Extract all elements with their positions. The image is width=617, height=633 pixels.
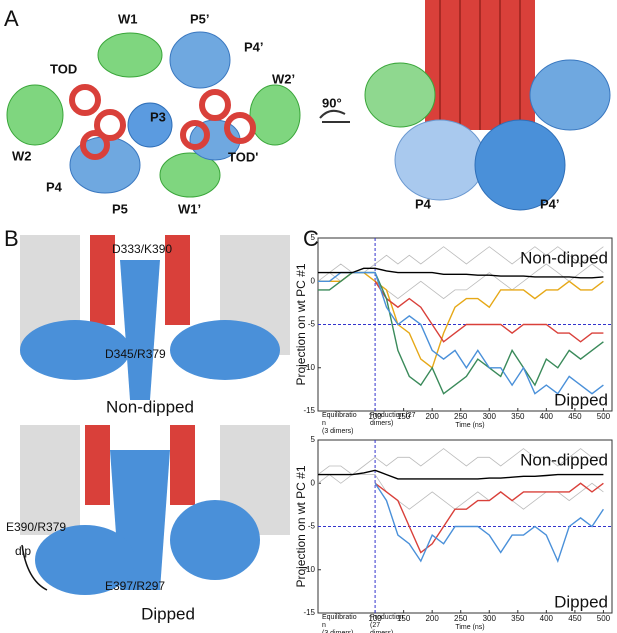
y-tick-label: -15 — [303, 406, 315, 415]
x-tick-label: 500 — [597, 412, 611, 421]
phase-label: Equilibratio — [322, 412, 357, 419]
data-line — [318, 246, 604, 273]
y-tick-label: 5 — [311, 435, 316, 444]
annotation: E397/R297 — [105, 579, 165, 593]
phase-label: Equilibratio — [322, 614, 357, 621]
panel-label: A — [4, 6, 19, 31]
structure-top-view — [6, 31, 301, 198]
data-line — [318, 267, 604, 279]
x-tick-label: 300 — [483, 412, 497, 421]
data-line — [318, 271, 604, 395]
y-tick-label: 0 — [311, 276, 316, 285]
annotation: E390/R379 — [6, 520, 66, 534]
panel-label: B — [4, 226, 19, 251]
caption: Non-dipped — [106, 397, 194, 416]
x-tick-label: 400 — [540, 614, 554, 623]
x-tick-label: 200 — [425, 412, 439, 421]
data-line — [374, 482, 604, 564]
data-line — [318, 469, 604, 480]
x-tick-label: 100 — [368, 412, 382, 421]
annotation: Non-dipped — [520, 248, 608, 267]
annotation: Dipped — [554, 390, 608, 409]
y-tick-label: 0 — [311, 478, 316, 487]
y-tick-label: -10 — [303, 363, 315, 372]
x-tick-label: 250 — [454, 614, 468, 623]
x-tick-label: 100 — [368, 614, 382, 623]
structure-nondipped — [20, 235, 290, 400]
y-tick-label: -5 — [308, 320, 316, 329]
domain-label: P4 — [415, 196, 432, 211]
domain-label: W2 — [12, 148, 32, 163]
data-line — [318, 271, 604, 369]
annotation: Dipped — [554, 592, 608, 611]
y-tick-label: -10 — [303, 565, 315, 574]
domain-label: P4 — [46, 179, 63, 194]
x-axis-label: Time (ns) — [455, 624, 484, 631]
x-tick-label: 350 — [511, 412, 525, 421]
domain-label: W1 — [118, 11, 138, 26]
phase-label: Production — [370, 614, 404, 621]
y-tick-label: 5 — [311, 233, 316, 242]
x-tick-label: 450 — [568, 412, 582, 421]
x-tick-label: 250 — [454, 412, 468, 421]
domain-label: P3 — [150, 109, 166, 124]
phase-label: dimers) — [370, 630, 393, 633]
x-tick-label: 150 — [397, 614, 411, 623]
data-line — [317, 448, 604, 476]
annotation: D333/K390 — [112, 242, 172, 256]
domain-label: W1’ — [178, 201, 201, 216]
x-axis-label: Time (ns) — [455, 422, 484, 429]
y-axis-label: Projection on wt PC #1 — [294, 465, 308, 587]
annotation: D345/R379 — [105, 347, 166, 361]
structure-side-view — [319, 0, 611, 211]
phase-label: n — [322, 622, 326, 629]
phase-label: dimers) — [370, 420, 393, 427]
domain-label: W2’ — [272, 71, 295, 86]
x-tick-label: 400 — [540, 412, 554, 421]
data-line — [374, 280, 604, 343]
domain-label: TOD — [50, 61, 77, 76]
annotation: Non-dipped — [520, 450, 608, 469]
data-line — [374, 482, 604, 554]
phase-label: n — [322, 420, 326, 427]
y-tick-label: -5 — [308, 522, 316, 531]
x-tick-label: 150 — [397, 412, 411, 421]
caption: Dipped — [141, 604, 195, 623]
domain-label: TOD' — [228, 149, 258, 164]
x-tick-label: 350 — [511, 614, 525, 623]
x-tick-label: 500 — [597, 614, 611, 623]
x-tick-label: 450 — [568, 614, 582, 623]
phase-label: (27 — [370, 622, 380, 629]
panel-label: C — [303, 226, 319, 251]
y-tick-label: -15 — [303, 608, 315, 617]
phase-label: Production (27 — [370, 412, 416, 419]
structure-dipped — [20, 425, 290, 595]
rotation-label: 90° — [322, 95, 342, 110]
x-tick-label: 200 — [425, 614, 439, 623]
annotation: dip — [15, 544, 31, 558]
phase-label: (3 dimers) — [322, 630, 354, 633]
phase-label: (3 dimers) — [322, 428, 354, 435]
domain-label: P5’ — [190, 11, 210, 26]
domain-label: P4’ — [244, 39, 264, 54]
x-tick-label: 300 — [483, 614, 497, 623]
domain-label: P4’ — [540, 196, 560, 211]
domain-label: P5 — [112, 201, 128, 216]
y-axis-label: Projection on wt PC #1 — [294, 263, 308, 385]
